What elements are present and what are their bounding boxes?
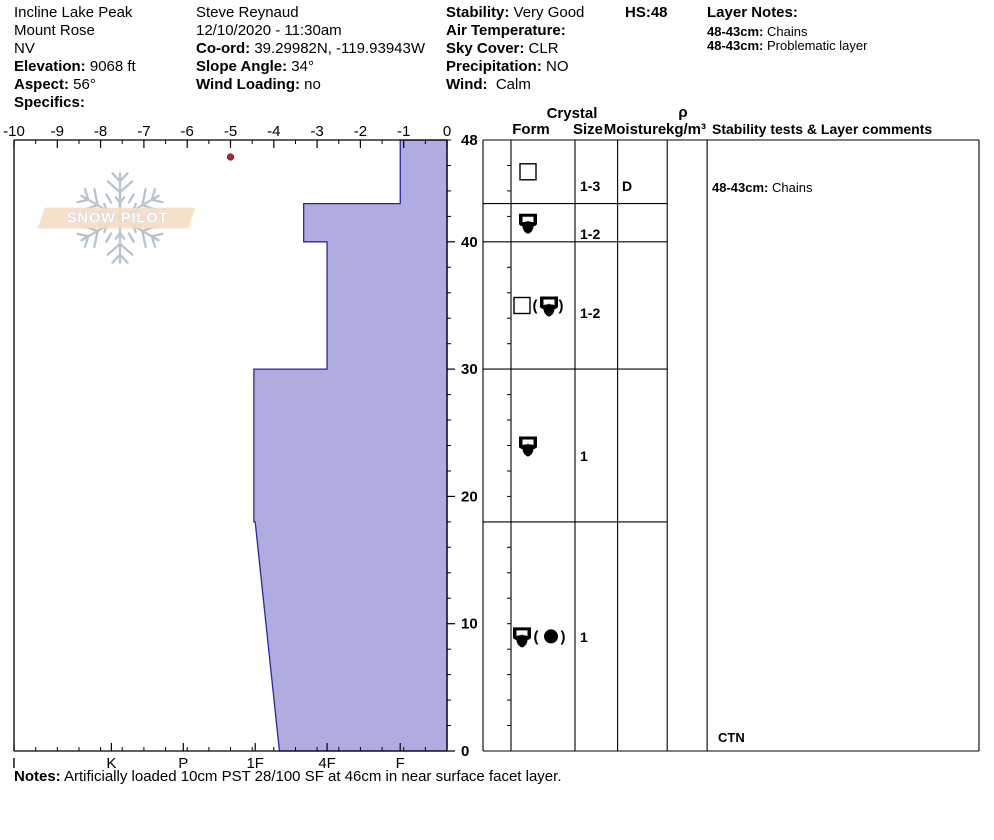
svg-text:(: (	[533, 298, 538, 315]
svg-text:): )	[561, 628, 566, 645]
svg-text:(: (	[534, 628, 539, 645]
svg-text:): )	[559, 298, 564, 315]
